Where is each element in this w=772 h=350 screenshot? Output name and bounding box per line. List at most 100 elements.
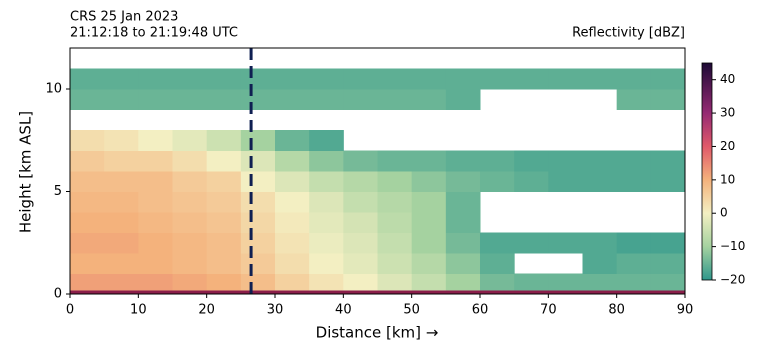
heatmap-cell: [70, 253, 105, 274]
heatmap-cell: [309, 130, 344, 151]
y-tick-label: 0: [54, 287, 62, 302]
heatmap-cell: [206, 171, 242, 192]
heatmap-cell: [172, 68, 208, 90]
heatmap-cell: [445, 68, 481, 90]
x-tick-label: 20: [198, 303, 215, 318]
heatmap-cell: [138, 212, 173, 233]
heatmap-cell: [138, 253, 173, 274]
heatmap-cell: [616, 68, 652, 90]
heatmap-cell: [138, 273, 173, 295]
heatmap-cell: [104, 68, 139, 90]
heatmap-cell: [445, 273, 481, 295]
heatmap-cell: [206, 150, 242, 172]
heatmap-cell: [480, 68, 515, 90]
heatmap-cell: [343, 253, 378, 274]
heatmap-cell: [377, 253, 413, 274]
heatmap-cell: [616, 89, 652, 110]
heatmap-cell: [206, 89, 242, 110]
heatmap-cell: [411, 212, 447, 233]
heatmap-cell: [445, 89, 481, 110]
heatmap-cell: [514, 171, 549, 192]
colorbar-label: Reflectivity [dBZ]: [572, 26, 685, 41]
heatmap-cell: [411, 89, 447, 110]
heatmap-cell: [70, 68, 105, 90]
heatmap-cell: [411, 171, 447, 192]
heatmap-cell: [104, 273, 139, 295]
chart-subtitle: 21:12:18 to 21:19:48 UTC: [70, 26, 238, 41]
heatmap-cell: [240, 150, 276, 172]
heatmap-cell: [104, 232, 139, 254]
heatmap-cell: [548, 171, 583, 192]
heatmap-cell: [377, 68, 413, 90]
heatmap-cell: [650, 232, 686, 254]
heatmap-cell: [70, 191, 105, 213]
heatmap-cell: [172, 130, 208, 151]
heatmap-cell: [138, 150, 173, 172]
heatmap-cell: [206, 212, 242, 233]
heatmap-cell: [138, 171, 173, 192]
heatmap-cell: [138, 232, 173, 254]
heatmap-cell: [343, 191, 378, 213]
x-tick-label: 40: [335, 303, 352, 318]
heatmap-cell: [138, 191, 173, 213]
heatmap-cell: [309, 191, 344, 213]
heatmap-cell: [240, 212, 276, 233]
heatmap-cell: [240, 171, 276, 192]
heatmap-cell: [240, 68, 276, 90]
x-tick-label: 80: [608, 303, 625, 318]
heatmap-cell: [411, 253, 447, 274]
heatmap-cell: [206, 191, 242, 213]
heatmap-cell: [514, 68, 549, 90]
colorbar-tick-label: −10: [720, 239, 745, 253]
x-tick-label: 70: [540, 303, 557, 318]
heatmap-cell: [275, 130, 310, 151]
chart-title: CRS 25 Jan 2023: [70, 10, 178, 25]
heatmap-cell: [104, 89, 139, 110]
heatmap-cell: [616, 171, 652, 192]
colorbar-tick-label: −20: [720, 273, 745, 287]
heatmap-cell: [582, 171, 618, 192]
heatmap-cell: [172, 171, 208, 192]
heatmap-cell: [309, 150, 344, 172]
heatmap-cell: [411, 68, 447, 90]
heatmap-cell: [480, 150, 515, 172]
heatmap-cell: [309, 232, 344, 254]
heatmap-cell: [240, 253, 276, 274]
heatmap-cell: [616, 273, 652, 295]
colorbar-tick-label: 20: [720, 139, 735, 153]
heatmap-cell: [445, 150, 481, 172]
heatmap-cell: [104, 130, 139, 151]
heatmap-cell: [377, 273, 413, 295]
heatmap-cell: [582, 68, 618, 90]
x-tick-label: 0: [66, 303, 74, 318]
heatmap-cell: [650, 273, 686, 295]
heatmap-cell: [275, 68, 310, 90]
x-tick-label: 50: [403, 303, 420, 318]
heatmap-cell: [582, 150, 618, 172]
heatmap-cell: [309, 273, 344, 295]
heatmap-cell: [582, 273, 618, 295]
heatmap-cell: [445, 191, 481, 213]
heatmap-cell: [343, 232, 378, 254]
heatmap-cell: [309, 171, 344, 192]
heatmap-cell: [343, 273, 378, 295]
colorbar-tick-label: 0: [720, 206, 728, 220]
heatmap-cell: [445, 171, 481, 192]
heatmap-cell: [343, 150, 378, 172]
x-axis-label: Distance [km] →: [316, 324, 439, 342]
heatmap-cell: [172, 150, 208, 172]
heatmap-cell: [445, 212, 481, 233]
heatmap-cell: [377, 171, 413, 192]
heatmap-cell: [206, 273, 242, 295]
heatmap-cell: [309, 253, 344, 274]
heatmap-cell: [240, 191, 276, 213]
heatmap-cell: [104, 253, 139, 274]
heatmap-cell: [172, 89, 208, 110]
heatmap-cell: [514, 273, 549, 295]
heatmap-cell: [343, 68, 378, 90]
heatmap-cell: [172, 273, 208, 295]
heatmap-cell: [172, 232, 208, 254]
heatmap-cell: [104, 171, 139, 192]
heatmap-cell: [275, 191, 310, 213]
heatmap-cell: [616, 150, 652, 172]
